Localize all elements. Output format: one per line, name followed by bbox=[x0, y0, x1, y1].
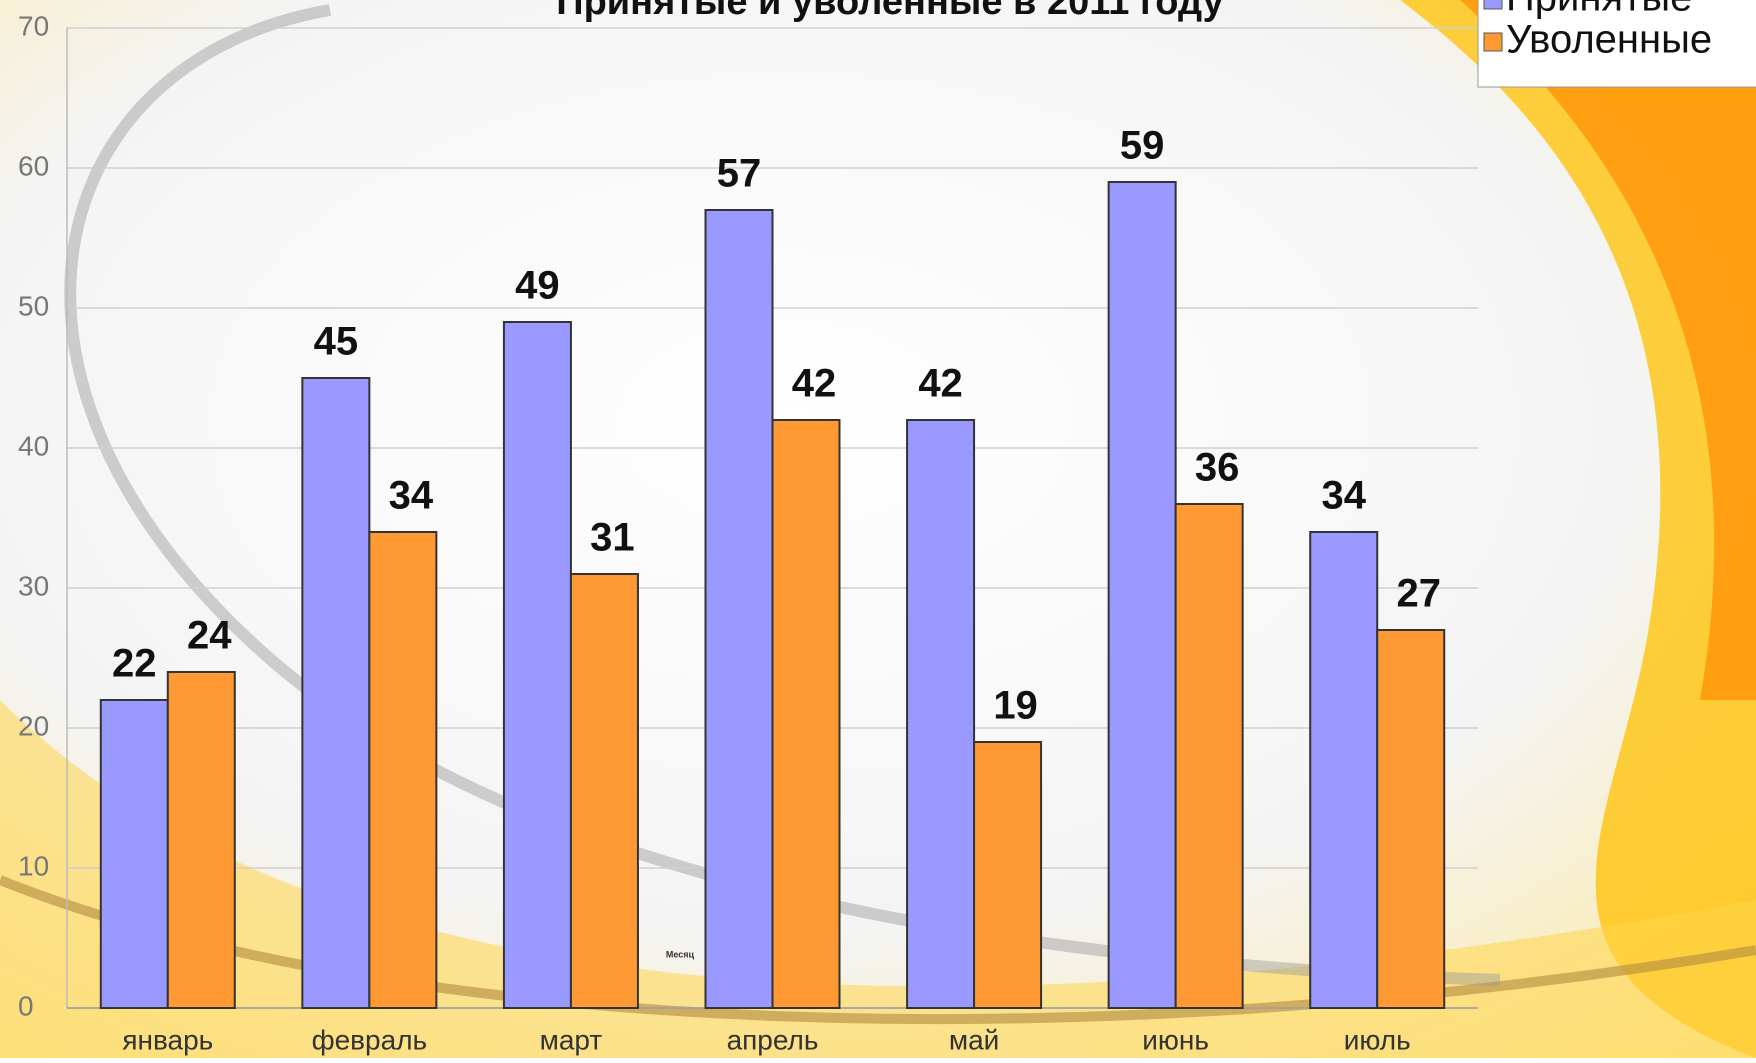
data-label: 59 bbox=[1120, 124, 1165, 168]
bar bbox=[973, 741, 1043, 1009]
bar bbox=[569, 573, 639, 1009]
y-tick-label: 30 bbox=[18, 570, 49, 601]
x-tick-label: январь bbox=[122, 1024, 213, 1055]
chart-title: Принятые и уволенные в 2011 году bbox=[556, 0, 1223, 23]
bar bbox=[502, 321, 572, 1009]
x-tick-label: апрель bbox=[727, 1024, 819, 1055]
data-label: 57 bbox=[717, 152, 762, 196]
legend-swatch bbox=[1483, 0, 1503, 10]
bar bbox=[906, 419, 976, 1009]
data-label: 19 bbox=[993, 684, 1038, 728]
bar bbox=[166, 671, 236, 1009]
bar bbox=[1174, 503, 1244, 1009]
y-tick-label: 10 bbox=[18, 850, 49, 881]
bar bbox=[368, 531, 438, 1009]
x-tick-label: июнь bbox=[1142, 1024, 1209, 1055]
y-tick-label: 0 bbox=[18, 990, 34, 1021]
data-label: 24 bbox=[187, 614, 232, 658]
bar bbox=[1376, 629, 1446, 1009]
y-tick-label: 60 bbox=[18, 150, 49, 181]
bar bbox=[301, 377, 371, 1009]
legend-label: Уволенные bbox=[1506, 18, 1712, 62]
data-label: 31 bbox=[590, 516, 635, 560]
x-tick-label: июль bbox=[1344, 1024, 1411, 1055]
bar bbox=[99, 699, 169, 1009]
data-label: 34 bbox=[1321, 474, 1366, 518]
data-label: 36 bbox=[1195, 446, 1240, 490]
decor-swoosh bbox=[1460, 0, 1756, 700]
data-label: 34 bbox=[389, 474, 434, 518]
bar bbox=[704, 209, 774, 1009]
data-label: 27 bbox=[1396, 572, 1441, 616]
legend-label: Принятые bbox=[1506, 0, 1692, 20]
data-label: 45 bbox=[314, 320, 359, 364]
bar bbox=[1309, 531, 1379, 1009]
x-tick-label: май bbox=[949, 1024, 999, 1055]
y-tick-label: 70 bbox=[18, 10, 49, 41]
data-label: 22 bbox=[112, 642, 157, 686]
bar bbox=[1107, 181, 1177, 1009]
x-tick-label: март bbox=[540, 1024, 603, 1055]
y-tick-label: 40 bbox=[18, 430, 49, 461]
data-label: 42 bbox=[918, 362, 963, 406]
x-axis-label: Месяц bbox=[666, 949, 695, 959]
y-tick-label: 50 bbox=[18, 290, 49, 321]
y-tick-label: 20 bbox=[18, 710, 49, 741]
data-label: 49 bbox=[515, 264, 560, 308]
legend-swatch bbox=[1483, 32, 1503, 52]
x-tick-label: февраль bbox=[312, 1024, 428, 1055]
data-label: 42 bbox=[792, 362, 837, 406]
bar bbox=[771, 419, 841, 1009]
legend bbox=[1477, 0, 1756, 88]
